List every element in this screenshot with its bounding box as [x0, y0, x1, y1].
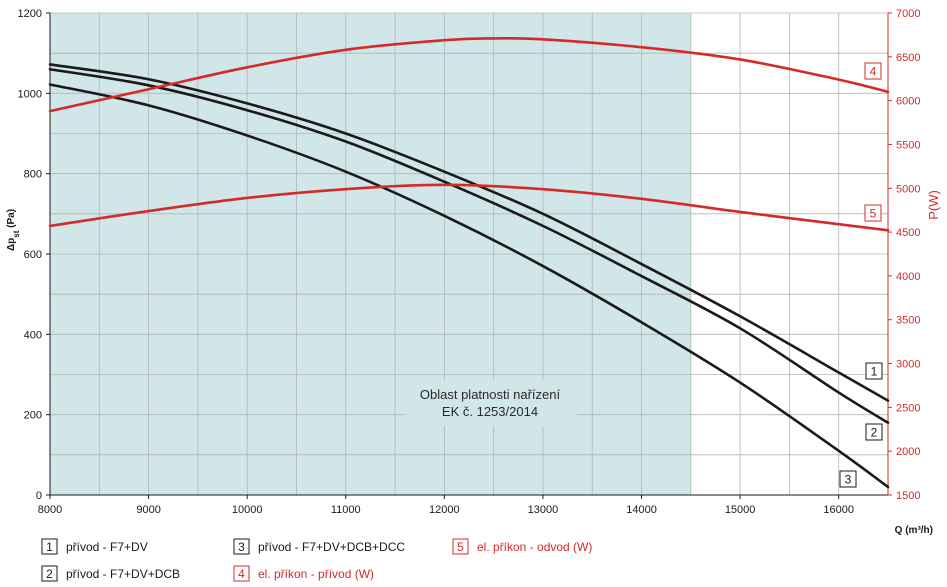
legend-number-1: 1 — [46, 540, 53, 554]
series-marker-label-2: 2 — [871, 426, 878, 440]
axes: 8000 9000 10000 11000 12000 13000 14000 15000 16… — [18, 8, 921, 516]
y-right-tick-label: 4500 — [896, 227, 920, 239]
region-label-line1: Oblast platnosti nařízení — [420, 387, 561, 402]
legend-box-4 — [233, 565, 250, 582]
y-right-tick-label: 3500 — [896, 315, 920, 327]
x-tick-label: 12000 — [429, 504, 460, 516]
y-right-tick-label: 4000 — [896, 271, 920, 283]
y-left-tick-label: 0 — [36, 490, 42, 502]
legend-label-4: el. příkon - přívod (W) — [258, 567, 374, 581]
region-label-bg — [405, 380, 577, 426]
x-tick-label: 10000 — [232, 504, 263, 516]
y-right-tick-label: 6500 — [896, 52, 920, 64]
y-axis-left-label: Δpst (Pa) — [6, 209, 21, 251]
y-right-tick-label: 5000 — [896, 183, 920, 195]
series-marker-label-1: 1 — [871, 365, 878, 379]
series-marker-label-4: 4 — [870, 65, 877, 79]
legend-number-2: 2 — [46, 567, 53, 581]
legend-label-2: přívod - F7+DV+DCB — [66, 567, 180, 581]
legend-number-4: 4 — [238, 567, 245, 581]
legend-label-3: přívod - F7+DV+DCB+DCC — [258, 540, 405, 554]
legend-label-1: přívod - F7+DV — [66, 540, 148, 554]
x-tick-label: 16000 — [823, 504, 854, 516]
y-axis-right-label: P(W) — [926, 190, 941, 220]
series-marker-label-3: 3 — [845, 473, 852, 487]
legend-box-2 — [41, 565, 58, 582]
series-marker-label-5: 5 — [870, 207, 877, 221]
y-right-tick-label: 7000 — [896, 8, 920, 20]
y-axis-left-label-unit: (Pa) — [6, 209, 17, 231]
y-axis-left-label-main: Δp — [6, 238, 17, 251]
x-tick-label: 9000 — [136, 504, 160, 516]
y-left-tick-label: 400 — [24, 329, 42, 341]
legend-number-3: 3 — [238, 540, 245, 554]
series-line-3 — [48, 83, 890, 489]
series-line-4 — [48, 36, 890, 113]
y-left-tick-label: 800 — [24, 169, 42, 181]
y-left-tick-label: 600 — [24, 249, 42, 261]
y-right-tick-label: 2500 — [896, 402, 920, 414]
x-tick-label: 8000 — [38, 504, 62, 516]
y-right-tick-label: 2000 — [896, 446, 920, 458]
legend: 1 přívod - F7+DV 3 přívod - F7+DV+DCB+DCC 5 e… — [41, 538, 592, 582]
legend-box-3 — [233, 538, 250, 555]
legend-label-5: el. příkon - odvod (W) — [477, 540, 592, 554]
series-marker-box-5 — [864, 204, 882, 222]
series-marker-box-4 — [864, 62, 882, 80]
series-marker-box-2 — [865, 423, 883, 441]
y-right-tick-label: 5500 — [896, 139, 920, 151]
x-tick-label: 15000 — [725, 504, 756, 516]
series-marker-box-1 — [865, 362, 883, 380]
series-line-5 — [48, 183, 890, 232]
y-axis-left-label-sub: st — [12, 230, 21, 237]
series — [48, 36, 890, 489]
series-marker-box-3 — [839, 470, 857, 488]
y-right-tick-label: 1500 — [896, 490, 920, 502]
y-left-tick-label: 1000 — [18, 88, 42, 100]
legend-number-5: 5 — [457, 540, 464, 554]
y-right-tick-label: 6000 — [896, 96, 920, 108]
x-axis-label: Q (m³/h) — [895, 525, 933, 536]
y-right-tick-label: 3000 — [896, 359, 920, 371]
x-tick-label: 14000 — [626, 504, 657, 516]
x-tick-label: 11000 — [331, 504, 361, 516]
y-left-tick-label: 1200 — [18, 8, 42, 20]
legend-box-5 — [452, 538, 469, 555]
y-left-tick-label: 200 — [24, 410, 42, 422]
series-markers: 1 2 3 4 5 — [839, 62, 883, 488]
series-line-1 — [48, 63, 890, 402]
legend-box-1 — [41, 538, 58, 555]
region-label-line2: EK č. 1253/2014 — [442, 404, 538, 419]
series-line-2 — [48, 67, 890, 424]
x-tick-label: 13000 — [528, 504, 559, 516]
